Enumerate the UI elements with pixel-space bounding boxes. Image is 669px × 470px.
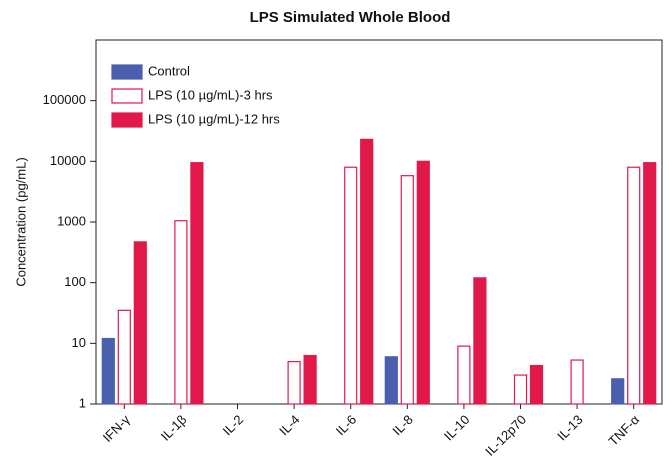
chart-title: LPS Simulated Whole Blood bbox=[250, 9, 451, 26]
bar bbox=[473, 277, 487, 405]
bar bbox=[611, 378, 625, 405]
legend-label: LPS (10 µg/mL)-3 hrs bbox=[148, 87, 273, 102]
x-tick-label: IL-12p70 bbox=[482, 412, 529, 459]
legend-swatch bbox=[111, 64, 143, 80]
x-tick-label: IFN-γ bbox=[100, 412, 133, 445]
x-tick-label: TNF-α bbox=[605, 412, 642, 449]
bar bbox=[190, 162, 204, 405]
legend-swatch bbox=[111, 88, 143, 104]
bar bbox=[360, 138, 374, 405]
bar bbox=[643, 162, 657, 405]
x-tick-label: IL-4 bbox=[276, 412, 302, 438]
bar bbox=[400, 175, 414, 405]
bar bbox=[101, 337, 115, 405]
bar bbox=[117, 309, 131, 405]
y-tick-label: 1 bbox=[79, 395, 86, 410]
x-tick-label: IL-10 bbox=[441, 412, 473, 444]
x-tick-label: IL-8 bbox=[389, 412, 415, 438]
y-tick-label: 100 bbox=[64, 274, 86, 289]
y-tick-label: 100000 bbox=[43, 92, 86, 107]
legend-label: LPS (10 µg/mL)-12 hrs bbox=[148, 111, 280, 126]
bar bbox=[174, 220, 188, 405]
bar bbox=[529, 364, 544, 405]
bar bbox=[287, 360, 301, 405]
bar bbox=[344, 166, 358, 405]
legend-label: Control bbox=[148, 63, 190, 78]
x-tick-label: IL-1β bbox=[158, 412, 190, 444]
x-tick-label: IL-2 bbox=[220, 412, 246, 438]
bar bbox=[513, 374, 528, 405]
x-tick-label: IL-6 bbox=[333, 412, 359, 438]
y-tick-label: 10000 bbox=[50, 153, 86, 168]
bar bbox=[457, 345, 471, 405]
bar bbox=[303, 354, 317, 405]
legend-swatch bbox=[111, 112, 143, 128]
bar bbox=[416, 160, 430, 405]
x-tick-label: IL-13 bbox=[554, 412, 586, 444]
y-tick-label: 1000 bbox=[57, 213, 86, 228]
bar bbox=[133, 241, 147, 405]
bar bbox=[627, 166, 641, 405]
y-axis-label: Concentration (pg/mL) bbox=[13, 157, 28, 286]
bar bbox=[570, 359, 584, 405]
y-tick-label: 10 bbox=[72, 335, 86, 350]
bar bbox=[384, 356, 398, 405]
